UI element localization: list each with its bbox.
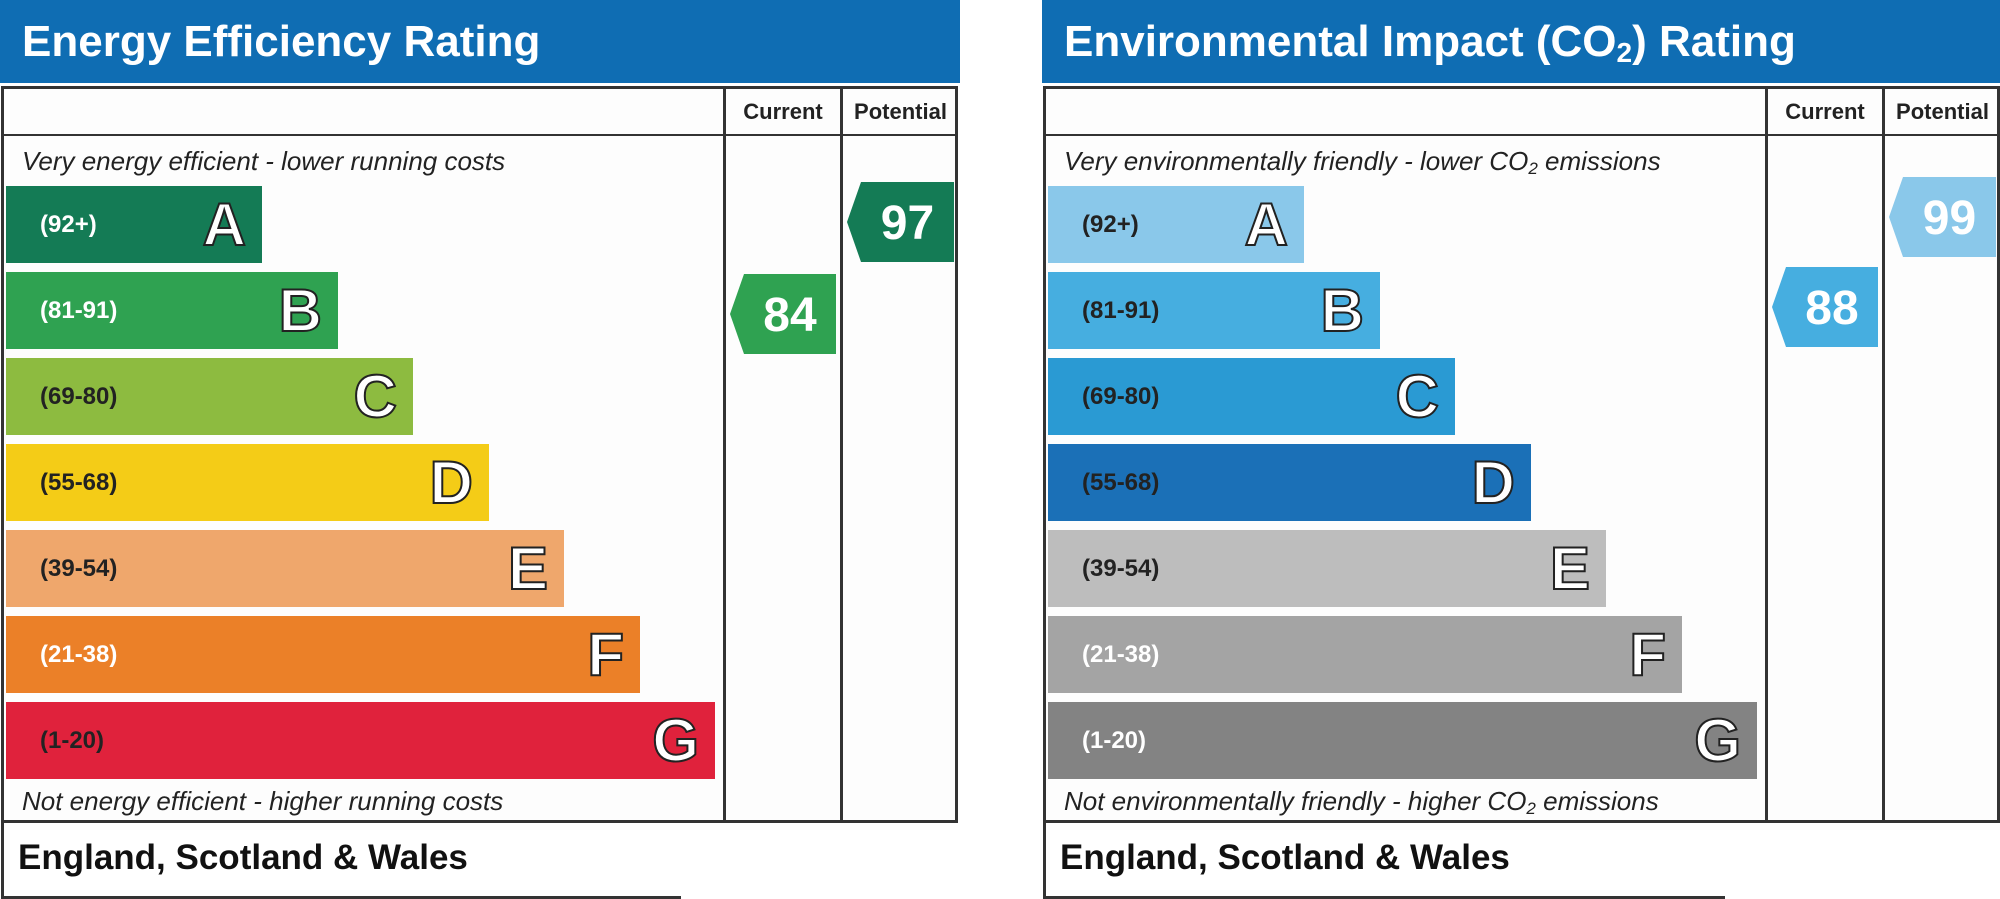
band-letter: E [1549,534,1591,603]
column-divider [1882,89,1885,820]
band-letter: B [278,276,323,345]
energy-efficiency-panel: Energy Efficiency Rating Current Potenti… [0,0,960,899]
header-divider [1046,134,1997,136]
potential-rating-arrow: 97 [847,182,954,262]
band-range-label: (21-38) [40,641,118,668]
band-letter: G [1693,706,1742,775]
band-f-bar: (21-38) F [6,616,640,693]
current-rating-arrow: 84 [730,274,836,354]
band-a-bar: (92+) A [6,186,262,263]
band-e-bar: (39-54) E [1048,530,1606,607]
top-caption: Very environmentally friendly - lower CO… [1064,146,1661,177]
environmental-grid: Current Potential Very environmentally f… [1043,86,2000,823]
top-caption-end: emissions [1537,146,1661,176]
potential-column-header: Potential [854,99,947,124]
column-divider [840,89,843,820]
title-subscript: 2 [1616,37,1633,68]
band-range-label: (55-68) [40,469,118,496]
band-b-bar: (81-91) B [6,272,338,349]
top-caption: Very energy efficient - lower running co… [22,146,506,176]
band-c-bar: (69-80) C [6,358,413,435]
band-range-label: (39-54) [1082,555,1160,582]
current-rating-arrow: 88 [1772,267,1878,347]
band-g-bar: (1-20) G [1048,702,1757,779]
potential-rating-arrow: 99 [1889,177,1996,257]
band-g-bar: (1-20) G [6,702,715,779]
band-range-label: (92+) [1082,211,1139,238]
potential-arrow-shape [1889,177,1996,257]
band-range-label: (92+) [40,211,97,238]
potential-rating-value: 97 [881,197,934,250]
band-d-bar: (55-68) D [6,444,489,521]
band-range-label: (21-38) [1082,641,1160,668]
band-letter: F [586,620,625,689]
top-caption-subscript: 2 [1528,159,1538,178]
header-divider [4,134,955,136]
title-end: ) Rating [1632,17,1796,66]
environmental-impact-panel: Environmental Impact (CO2) Rating Curren… [1042,0,2000,899]
band-letter: C [1395,362,1440,431]
band-letter: G [651,706,700,775]
band-a-bar: (92+) A [1048,186,1304,263]
current-rating-value: 84 [763,289,817,342]
current-arrow-shape [1772,267,1878,347]
band-range-label: (81-91) [1082,297,1160,324]
top-caption-main: Very environmentally friendly - lower CO [1064,146,1529,176]
potential-rating-value: 99 [1923,192,1976,245]
band-c-bar: (69-80) C [1048,358,1455,435]
column-divider [723,89,726,820]
bottom-caption: Not energy efficient - higher running co… [22,786,504,816]
band-range-label: (69-80) [40,383,118,410]
band-range-label: (55-68) [1082,469,1160,496]
current-column-header: Current [743,99,823,124]
band-letter: F [1628,620,1667,689]
title-main: Environmental Impact (CO [1064,17,1617,66]
band-letter: E [507,534,549,603]
band-letter: D [1471,448,1516,517]
band-letter: A [202,190,247,259]
current-arrow-shape [730,274,836,354]
band-d-bar: (55-68) D [1048,444,1531,521]
band-range-label: (81-91) [40,297,118,324]
band-letter: D [429,448,474,517]
column-divider [1765,89,1768,820]
band-b-bar: (81-91) B [1048,272,1380,349]
potential-arrow-shape [847,182,954,262]
energy-grid: Current Potential Very energy efficient … [1,86,958,823]
band-range-label: (69-80) [1082,383,1160,410]
band-range-label: (39-54) [40,555,118,582]
band-letter: A [1244,190,1289,259]
bottom-caption-end: emissions [1535,786,1659,816]
bottom-caption-main: Not environmentally friendly - higher CO [1064,786,1527,816]
environmental-footer: England, Scotland & Wales [1043,823,1725,899]
current-rating-value: 88 [1805,282,1858,335]
band-range-label: (1-20) [1082,727,1147,754]
band-e-bar: (39-54) E [6,530,564,607]
energy-footer: England, Scotland & Wales [1,823,681,899]
band-f-bar: (21-38) F [1048,616,1682,693]
potential-column-header: Potential [1896,99,1989,124]
bottom-caption-subscript: 2 [1526,799,1536,818]
environmental-title: Environmental Impact (CO2) Rating [1042,0,2000,83]
band-range-label: (1-20) [40,727,105,754]
band-letter: B [1320,276,1365,345]
band-letter: C [353,362,398,431]
bottom-caption: Not environmentally friendly - higher CO… [1064,786,1659,817]
current-column-header: Current [1785,99,1865,124]
energy-title: Energy Efficiency Rating [0,0,960,83]
